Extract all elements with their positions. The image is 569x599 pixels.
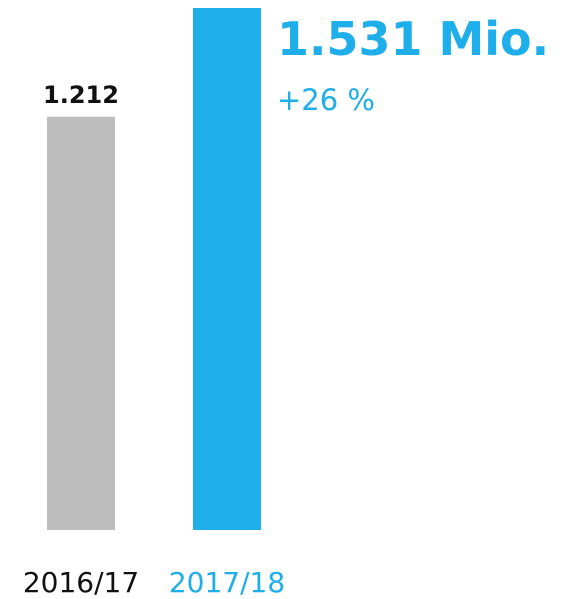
- x-tick-label: 2017/18: [169, 566, 285, 599]
- annotation: +26 %: [277, 83, 375, 117]
- bar: [193, 8, 261, 530]
- bar: [47, 116, 115, 530]
- value-label: 1.531 Mio.: [277, 12, 549, 66]
- value-label: 1.212: [43, 81, 119, 109]
- x-tick-label: 2016/17: [23, 566, 139, 599]
